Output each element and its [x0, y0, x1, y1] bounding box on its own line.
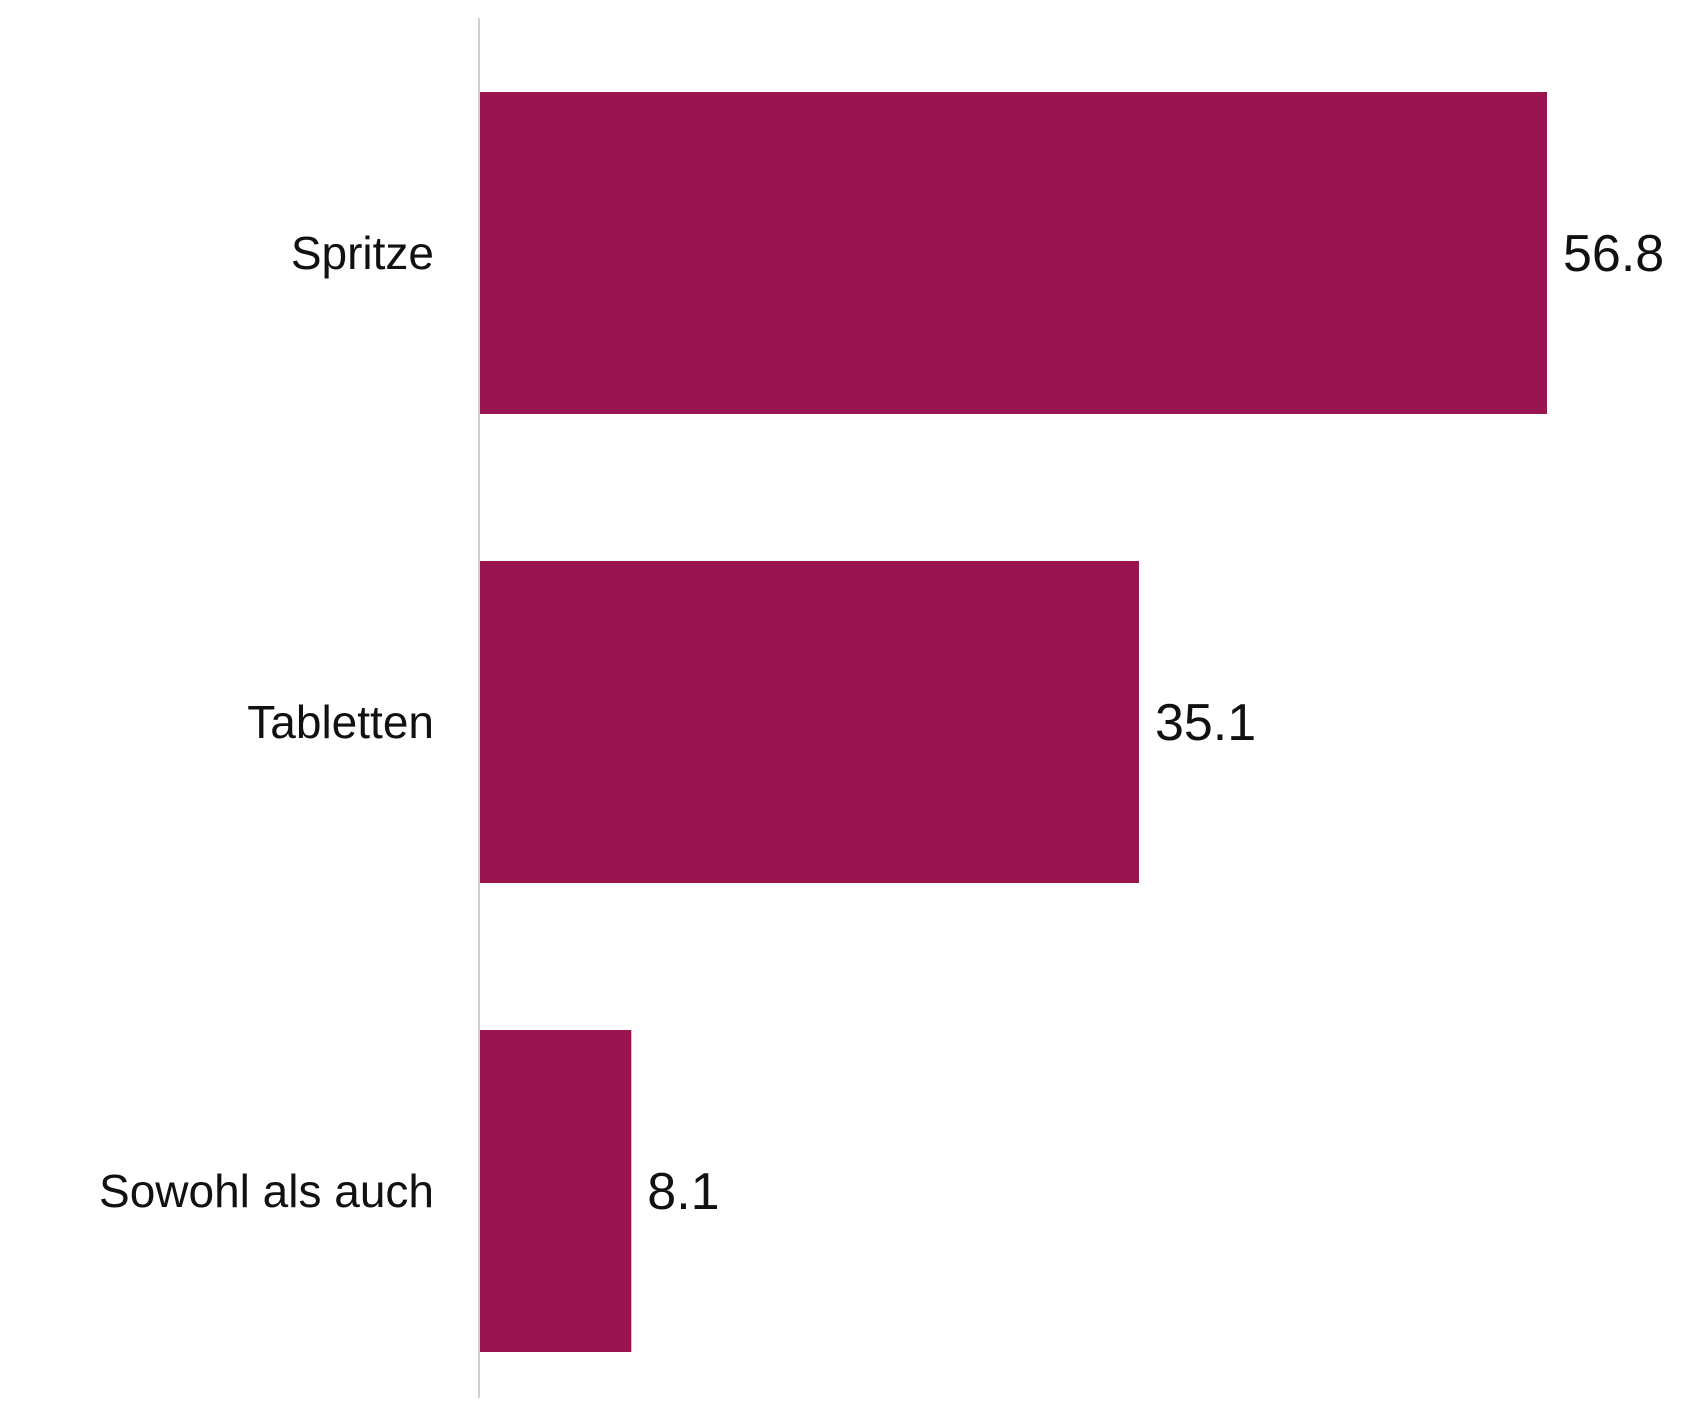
value-labels: 56.8 35.1 8.1	[647, 225, 1664, 1221]
category-label-1: Tabletten	[247, 696, 434, 748]
bars-layer	[479, 92, 1547, 1352]
bar-1	[479, 561, 1139, 883]
value-label-1: 35.1	[1155, 694, 1256, 752]
category-label-2: Sowohl als auch	[99, 1165, 434, 1217]
bar-2	[479, 1030, 632, 1352]
value-label-2: 8.1	[647, 1163, 719, 1221]
category-labels: Spritze Tabletten Sowohl als auch	[99, 227, 434, 1217]
bar-0	[479, 92, 1547, 414]
value-label-0: 56.8	[1563, 225, 1664, 283]
category-label-0: Spritze	[291, 227, 434, 279]
